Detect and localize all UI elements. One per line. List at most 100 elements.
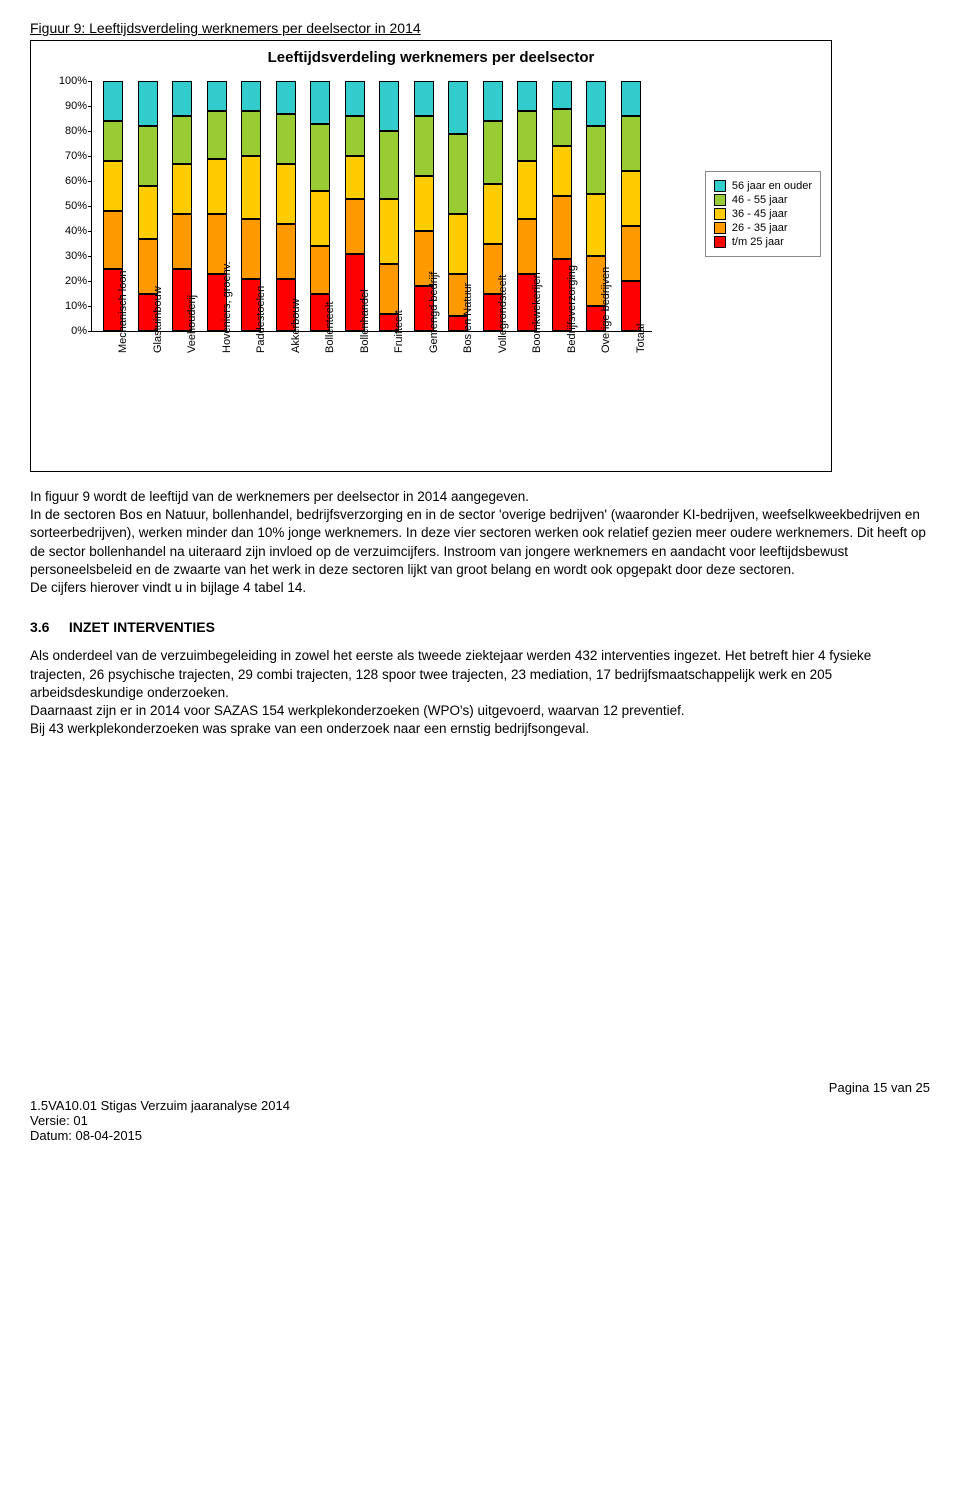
x-tick-label: Bedrijfsverzorging (566, 333, 578, 353)
bar-segment (207, 81, 227, 111)
x-tick-label: Glastuinbouw (152, 333, 164, 353)
y-tick-label: 30% (47, 250, 87, 262)
section-heading: 3.6 INZET INTERVENTIES (30, 619, 930, 635)
y-tick-label: 80% (47, 125, 87, 137)
y-tick-label: 10% (47, 300, 87, 312)
y-tick-label: 50% (47, 200, 87, 212)
bar-segment (310, 246, 330, 294)
bar-segment (483, 121, 503, 184)
legend-item: t/m 25 jaar (714, 236, 812, 248)
y-tick-label: 40% (47, 225, 87, 237)
x-tick-label: Bollenteelt (324, 333, 336, 353)
page-footer: Pagina 15 van 25 1.5VA10.01 Stigas Verzu… (30, 1098, 930, 1143)
x-tick-label: Bollenhandel (359, 333, 371, 353)
bar-segment (621, 81, 641, 116)
x-tick-label: Totaal (635, 333, 647, 353)
x-tick-label: Boomkwekerijen (531, 333, 543, 353)
bar-segment (207, 111, 227, 159)
bar-segment (172, 214, 192, 269)
bar-segment (103, 161, 123, 211)
legend-label: 46 - 55 jaar (732, 194, 788, 206)
bar-segment (310, 81, 330, 124)
bar-segment (586, 126, 606, 194)
bar-segment (103, 121, 123, 161)
bar-segment (586, 194, 606, 257)
bar-segment (345, 199, 365, 254)
bar-segment (448, 134, 468, 214)
bar-segment (483, 81, 503, 121)
y-tick-label: 20% (47, 275, 87, 287)
bar-segment (448, 81, 468, 134)
legend-swatch (714, 236, 726, 248)
legend-label: 36 - 45 jaar (732, 208, 788, 220)
bar-segment (103, 211, 123, 269)
bar-segment (345, 156, 365, 199)
bar-segment (517, 219, 537, 274)
bar-segment (517, 81, 537, 111)
legend-label: 26 - 35 jaar (732, 222, 788, 234)
bar-segment (517, 161, 537, 219)
y-tick-label: 70% (47, 150, 87, 162)
legend-swatch (714, 222, 726, 234)
bar-segment (276, 224, 296, 279)
page-number: Pagina 15 van 25 (829, 1080, 930, 1095)
bar-segment (552, 146, 572, 196)
bar-segment (483, 184, 503, 244)
bar (310, 81, 330, 331)
bar-segment (172, 116, 192, 164)
bar-segment (379, 131, 399, 199)
legend-item: 56 jaar en ouder (714, 180, 812, 192)
legend-label: t/m 25 jaar (732, 236, 784, 248)
bar-segment (138, 81, 158, 126)
x-tick-label: Gemengd bedrijf (428, 333, 440, 353)
y-tick-label: 0% (47, 325, 87, 337)
chart-container: Leeftijdsverdeling werknemers per deelse… (30, 40, 832, 472)
bar-segment (241, 81, 261, 111)
bar (276, 81, 296, 331)
y-tick-label: 90% (47, 100, 87, 112)
x-tick-label: Veehouderij (186, 333, 198, 353)
bar-segment (241, 111, 261, 156)
legend-swatch (714, 194, 726, 206)
bar-segment (414, 176, 434, 231)
bar-segment (310, 191, 330, 246)
bar-segment (172, 81, 192, 116)
bar-segment (379, 199, 399, 264)
x-tick-label: Vollegrondsteelt (497, 333, 509, 353)
bar-segment (379, 81, 399, 131)
bar-segment (207, 159, 227, 214)
x-tick-label: Paddestoelen (255, 333, 267, 353)
bar-segment (414, 81, 434, 116)
x-tick-label: Hoveniers, groenv. (221, 333, 233, 353)
x-tick-label: Fruitteelt (393, 333, 405, 353)
y-tick-label: 100% (47, 75, 87, 87)
x-tick-label: Overige bedrijven (600, 333, 612, 353)
legend-item: 26 - 35 jaar (714, 222, 812, 234)
y-tick-label: 60% (47, 175, 87, 187)
bar-segment (448, 214, 468, 274)
footer-date: Datum: 08-04-2015 (30, 1128, 930, 1143)
legend-label: 56 jaar en ouder (732, 180, 812, 192)
footer-doc-ref: 1.5VA10.01 Stigas Verzuim jaaranalyse 20… (30, 1098, 930, 1113)
legend-swatch (714, 208, 726, 220)
chart-title: Leeftijdsverdeling werknemers per deelse… (31, 49, 831, 66)
footer-version: Versie: 01 (30, 1113, 930, 1128)
bar-segment (586, 81, 606, 126)
bar-segment (138, 126, 158, 186)
bar-segment (276, 81, 296, 114)
bar (379, 81, 399, 331)
x-tick-label: Bos en Natuur (462, 333, 474, 353)
bar-segment (276, 114, 296, 164)
bar (621, 81, 641, 331)
bar-segment (414, 116, 434, 176)
figure-caption: Figuur 9: Leeftijdsverdeling werknemers … (30, 20, 930, 36)
bar-segment (517, 111, 537, 161)
bar-segment (552, 81, 572, 109)
x-tick-label: Mechanisch loon (117, 333, 129, 353)
legend-item: 46 - 55 jaar (714, 194, 812, 206)
paragraph-2: Als onderdeel van de verzuimbegeleiding … (30, 647, 930, 738)
x-tick-label: Akkerbouw (290, 333, 302, 353)
bar-segment (345, 81, 365, 116)
bar-segment (621, 116, 641, 171)
bar-segment (103, 81, 123, 121)
